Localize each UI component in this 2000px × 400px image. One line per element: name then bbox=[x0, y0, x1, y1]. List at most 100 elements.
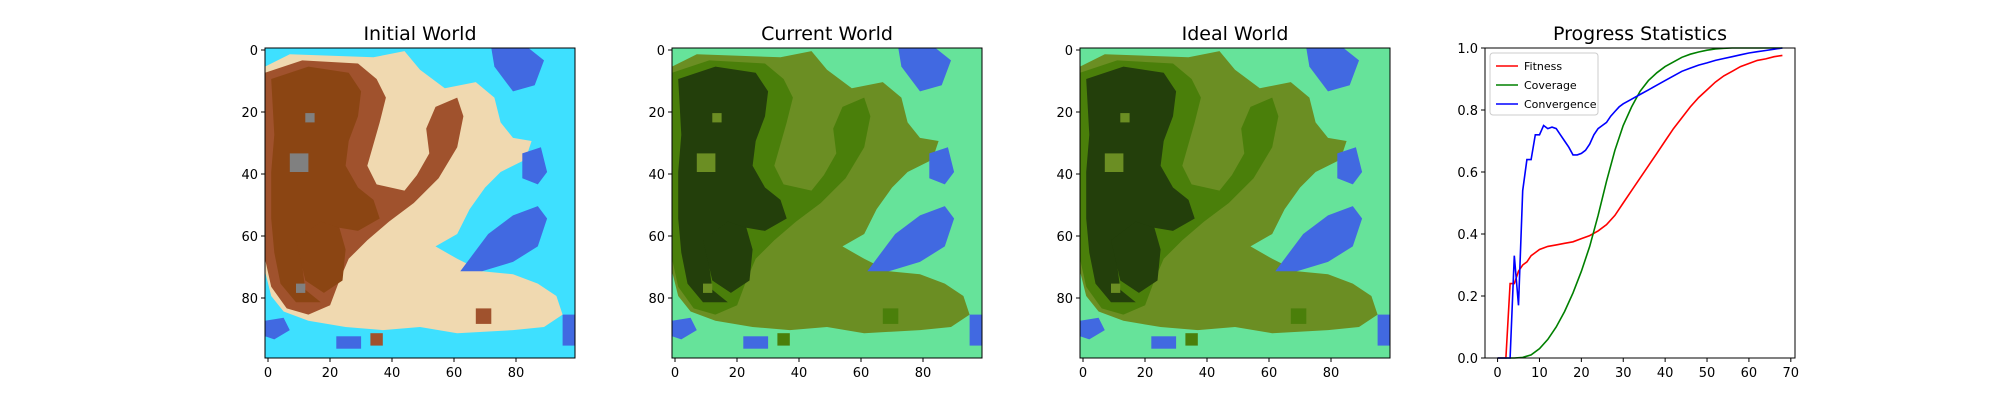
terrain-rock bbox=[289, 153, 309, 172]
y-tick-label: 0.4 bbox=[1457, 228, 1478, 243]
series-line-convergence bbox=[1497, 47, 1783, 359]
x-tick-label: 80 bbox=[915, 366, 932, 381]
x-tick-label: 60 bbox=[853, 366, 870, 381]
terrain-deep-water bbox=[929, 147, 955, 185]
y-tick-label: 80 bbox=[241, 292, 258, 307]
terrain-map bbox=[265, 48, 575, 358]
terrain-rock bbox=[1111, 283, 1121, 293]
panel-title: Initial World bbox=[363, 23, 476, 45]
y-tick-label: 0 bbox=[657, 44, 665, 59]
x-tick-label: 20 bbox=[1573, 366, 1590, 381]
terrain-low-land bbox=[475, 308, 492, 324]
y-tick-label: 0.0 bbox=[1457, 352, 1478, 367]
terrain-low-land bbox=[370, 333, 383, 346]
x-tick-label: 0 bbox=[1493, 366, 1501, 381]
terrain-deep-water bbox=[491, 48, 544, 92]
x-tick-label: 40 bbox=[384, 366, 401, 381]
terrain-low-land bbox=[777, 333, 790, 346]
legend-label: Convergence bbox=[1524, 98, 1597, 111]
terrain-deep-water bbox=[522, 147, 548, 185]
panel-title: Current World bbox=[761, 23, 893, 45]
axes-frame bbox=[671, 47, 983, 359]
terrain-deep-water bbox=[1337, 147, 1363, 185]
chart-axes-frame bbox=[1484, 47, 1796, 359]
y-tick-label: 80 bbox=[1056, 292, 1073, 307]
terrain-high-land bbox=[296, 221, 346, 293]
terrain-deep-water bbox=[1151, 336, 1177, 349]
panel-initial-world: Initial World 0 20 40 60 80 bbox=[241, 23, 576, 381]
y-tick-label: 1.0 bbox=[1457, 42, 1478, 57]
terrain-deep-water bbox=[460, 206, 548, 272]
terrain-deep-water bbox=[1306, 48, 1359, 92]
y-tick-label: 0 bbox=[1065, 44, 1073, 59]
x-tick-label: 60 bbox=[446, 366, 463, 381]
terrain-rock bbox=[696, 153, 716, 172]
terrain-rock bbox=[1104, 153, 1124, 172]
terrain-rock bbox=[305, 113, 315, 123]
y-tick-label: 20 bbox=[1056, 106, 1073, 121]
y-tick-label: 40 bbox=[648, 168, 665, 183]
panel-progress-statistics: Progress Statistics 0 10 20 30 40 50 60 70 0.00… bbox=[1457, 23, 1799, 381]
y-tick-label: 0.2 bbox=[1457, 290, 1478, 305]
terrain-deep-water bbox=[562, 314, 575, 346]
panel-current-world: Current World 0 20 40 60 80 bbox=[648, 23, 983, 381]
terrain-low-land bbox=[882, 308, 899, 324]
x-tick-label: 20 bbox=[729, 366, 746, 381]
x-tick-label: 40 bbox=[1199, 366, 1216, 381]
terrain-high-land bbox=[1111, 221, 1161, 293]
terrain-deep-water bbox=[336, 336, 362, 349]
y-axis: 0 20 40 60 80 bbox=[648, 44, 672, 307]
series-line-fitness bbox=[1497, 54, 1783, 359]
x-tick-label: 40 bbox=[791, 366, 808, 381]
chart-y-axis: 0.0 0.2 0.4 0.6 0.8 1.0 bbox=[1457, 42, 1485, 367]
panel-ideal-world: Ideal World 0 20 40 60 80 bbox=[1056, 23, 1391, 381]
y-tick-label: 0 bbox=[250, 44, 258, 59]
terrain-deep-water bbox=[898, 48, 951, 92]
y-tick-label: 20 bbox=[648, 106, 665, 121]
terrain-deep-water bbox=[1275, 206, 1363, 272]
terrain-rock bbox=[296, 283, 306, 293]
chart-x-axis: 0 10 20 30 40 50 60 70 bbox=[1493, 358, 1799, 381]
x-axis: 0 20 40 60 80 bbox=[671, 358, 931, 381]
x-axis: 0 20 40 60 80 bbox=[1079, 358, 1339, 381]
x-tick-label: 10 bbox=[1531, 366, 1548, 381]
terrain-map bbox=[672, 48, 982, 358]
y-tick-label: 0.6 bbox=[1457, 166, 1478, 181]
x-tick-label: 50 bbox=[1699, 366, 1716, 381]
y-tick-label: 60 bbox=[241, 230, 258, 245]
terrain-deep-water bbox=[743, 336, 769, 349]
terrain-map bbox=[1080, 48, 1390, 358]
terrain-deep-water bbox=[265, 317, 290, 340]
y-tick-label: 40 bbox=[1056, 168, 1073, 183]
chart-title: Progress Statistics bbox=[1553, 23, 1727, 45]
terrain-rock bbox=[712, 113, 722, 123]
terrain-deep-water bbox=[969, 314, 982, 346]
axes-frame bbox=[264, 47, 576, 359]
x-axis: 0 20 40 60 80 bbox=[264, 358, 524, 381]
legend-label: Coverage bbox=[1524, 79, 1577, 92]
y-axis: 0 20 40 60 80 bbox=[1056, 44, 1080, 307]
terrain-deep-water bbox=[867, 206, 955, 272]
terrain-rock bbox=[1120, 113, 1130, 123]
x-tick-label: 30 bbox=[1615, 366, 1632, 381]
terrain-rock bbox=[703, 283, 713, 293]
y-tick-label: 80 bbox=[648, 292, 665, 307]
y-tick-label: 60 bbox=[648, 230, 665, 245]
terrain-deep-water bbox=[672, 317, 697, 340]
x-tick-label: 60 bbox=[1261, 366, 1278, 381]
chart-legend: Fitness Coverage Convergence bbox=[1489, 52, 1599, 116]
legend-box bbox=[1489, 52, 1599, 116]
y-tick-label: 20 bbox=[241, 106, 258, 121]
y-tick-label: 60 bbox=[1056, 230, 1073, 245]
terrain-low-land bbox=[1290, 308, 1307, 324]
legend-label: Fitness bbox=[1524, 60, 1562, 73]
terrain-deep-water bbox=[1377, 314, 1390, 346]
panel-title: Ideal World bbox=[1182, 23, 1289, 45]
terrain-high-land bbox=[703, 221, 753, 293]
axes-frame bbox=[1079, 47, 1391, 359]
x-tick-label: 60 bbox=[1741, 366, 1758, 381]
y-tick-label: 0.8 bbox=[1457, 104, 1478, 119]
x-tick-label: 40 bbox=[1657, 366, 1674, 381]
y-tick-label: 40 bbox=[241, 168, 258, 183]
